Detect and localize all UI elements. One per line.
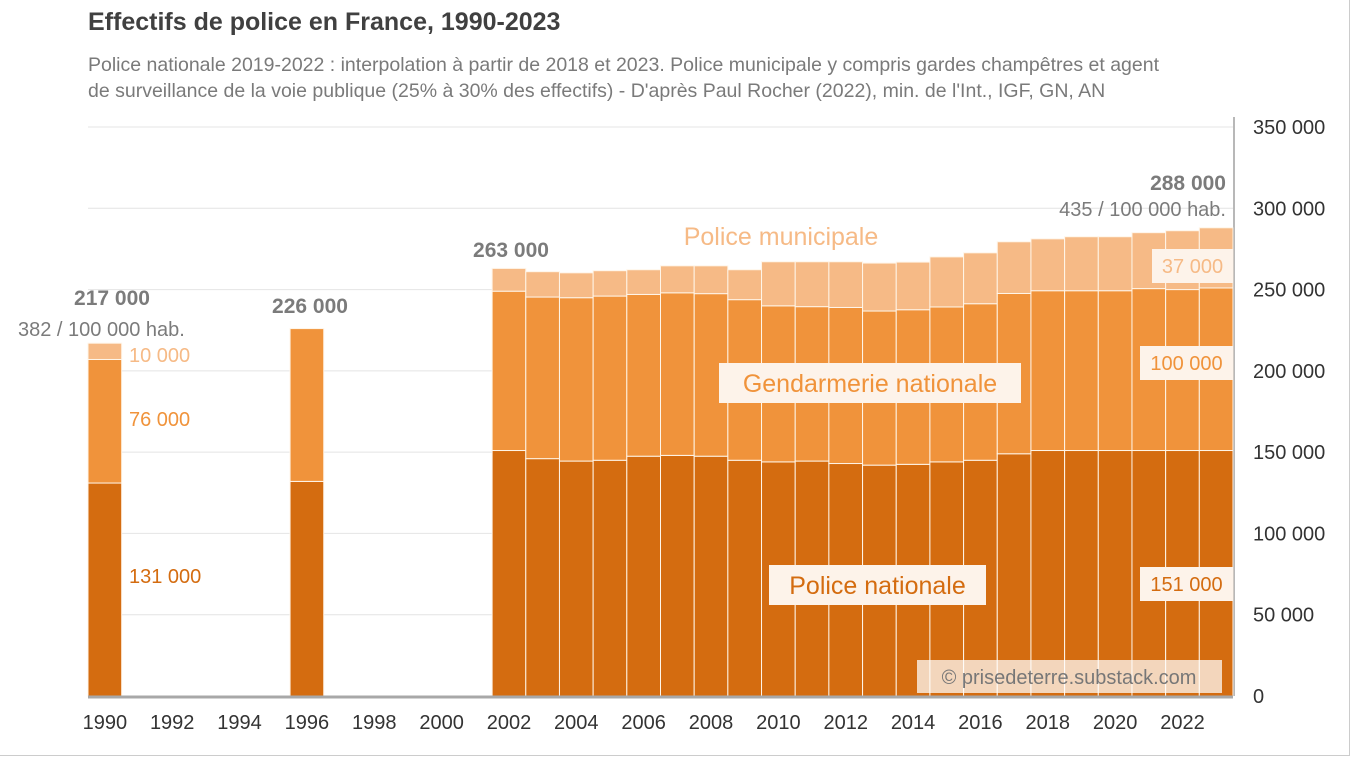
pm-value-1990: 10 000 xyxy=(129,345,190,367)
series-label-gendarmerie-nationale-bg xyxy=(719,363,1021,403)
bar-police-nationale xyxy=(87,482,123,697)
series-label-police-nationale-bg xyxy=(769,565,986,605)
x-tick-label: 1996 xyxy=(285,712,330,734)
bar-gendarmerie-nationale xyxy=(87,358,123,484)
series-label-police-nationale: Police nationale xyxy=(789,572,966,600)
bar-police-nationale xyxy=(660,454,695,697)
bar-police-municipale xyxy=(558,272,594,299)
bar-police-municipale xyxy=(626,269,662,295)
x-tick-label: 2014 xyxy=(891,712,936,734)
bar-police-nationale xyxy=(491,450,527,697)
x-tick-label: 2012 xyxy=(823,712,868,734)
bar-police-municipale xyxy=(963,252,998,305)
gn-value-2023: 100 000 xyxy=(1150,353,1222,375)
bar-gendarmerie-nationale xyxy=(1030,290,1066,452)
chart-subtitle: Police nationale 2019-2022 : interpolati… xyxy=(88,52,1348,104)
x-tick-label: 2008 xyxy=(689,712,734,734)
y-tick-label: 200 000 xyxy=(1253,361,1325,383)
bar-police-nationale xyxy=(626,455,662,697)
x-tick-label: 2004 xyxy=(554,712,599,734)
bar-police-municipale xyxy=(1097,236,1133,292)
y-tick-label: 250 000 xyxy=(1253,280,1325,302)
total-label-2002: 263 000 xyxy=(473,239,549,262)
bar-police-nationale xyxy=(558,460,594,697)
bar-gendarmerie-nationale xyxy=(558,297,594,462)
series-label-gendarmerie-nationale: Gendarmerie nationale xyxy=(743,370,997,398)
bar-police-municipale xyxy=(1064,236,1099,292)
total-label-2023: 288 000 xyxy=(1150,172,1226,195)
x-tick-label: 2000 xyxy=(419,712,464,734)
y-tick-label: 100 000 xyxy=(1253,523,1325,545)
x-tick-label: 1994 xyxy=(217,712,262,734)
x-tick-label: 2010 xyxy=(756,712,801,734)
bar-police-municipale xyxy=(727,269,763,301)
bar-gendarmerie-nationale xyxy=(525,296,560,460)
x-tick-label: 1992 xyxy=(150,712,195,734)
pn-value-2023: 151 000 xyxy=(1150,574,1222,596)
bar-police-municipale xyxy=(491,267,527,292)
bar-police-municipale xyxy=(660,265,695,294)
bar-police-municipale xyxy=(1030,238,1066,292)
pm-value-2023: 37 000 xyxy=(1162,256,1223,278)
bar-police-municipale xyxy=(996,241,1032,294)
x-tick-label: 1990 xyxy=(83,712,128,734)
x-tick-label: 2002 xyxy=(487,712,532,734)
bar-gendarmerie-nationale xyxy=(491,290,527,452)
y-tick-label: 150 000 xyxy=(1253,442,1325,464)
bar-police-municipale xyxy=(592,270,628,297)
bar-police-municipale xyxy=(794,261,830,308)
total-label-1990: 217 000 xyxy=(74,287,150,310)
pn-value-2023-bg xyxy=(1140,567,1233,601)
x-tick-label: 2022 xyxy=(1160,712,1205,734)
series-label-police-municipale: Police municipale xyxy=(684,223,879,251)
bar-police-nationale xyxy=(1030,450,1066,697)
pm-value-2023-bg xyxy=(1152,249,1233,283)
bar-gendarmerie-nationale xyxy=(626,293,662,457)
bar-police-nationale xyxy=(289,480,325,697)
x-tick-label: 2016 xyxy=(958,712,1003,734)
bar-police-municipale xyxy=(87,342,123,360)
chart-title: Effectifs de police en France, 1990-2023 xyxy=(88,8,561,36)
pn-value-1990: 131 000 xyxy=(129,566,201,588)
bar-police-nationale xyxy=(996,453,1032,697)
gn-value-1990: 76 000 xyxy=(129,409,190,431)
bar-gendarmerie-nationale xyxy=(1097,290,1133,452)
bar-police-municipale xyxy=(693,265,729,295)
bar-gendarmerie-nationale xyxy=(592,295,628,461)
bar-police-municipale xyxy=(525,271,560,298)
bar-police-nationale xyxy=(592,459,628,697)
bar-police-municipale xyxy=(929,256,965,308)
bar-police-nationale xyxy=(1097,450,1133,697)
bar-gendarmerie-nationale xyxy=(1064,290,1099,452)
bar-police-nationale xyxy=(1064,450,1099,697)
bar-gendarmerie-nationale xyxy=(289,328,325,482)
x-tick-label: 2020 xyxy=(1093,712,1138,734)
y-tick-label: 350 000 xyxy=(1253,117,1325,139)
bar-police-nationale xyxy=(727,459,763,697)
subtitle-line-2: de surveillance de la voie publique (25%… xyxy=(88,80,1106,102)
rate-label-1990: 382 / 100 000 hab. xyxy=(18,319,185,341)
y-tick-label: 300 000 xyxy=(1253,198,1325,220)
x-tick-label: 2006 xyxy=(621,712,666,734)
rate-label-2023: 435 / 100 000 hab. xyxy=(1059,199,1226,221)
y-tick-label: 50 000 xyxy=(1253,605,1314,627)
bar-gendarmerie-nationale xyxy=(660,292,695,456)
credit-watermark: © prisedeterre.substack.com xyxy=(942,667,1197,689)
x-tick-label: 2018 xyxy=(1026,712,1071,734)
x-tick-label: 1998 xyxy=(352,712,397,734)
bar-police-municipale xyxy=(828,261,864,308)
credit-bg xyxy=(917,660,1222,693)
total-label-1996: 226 000 xyxy=(272,295,348,318)
bar-police-municipale xyxy=(761,261,796,307)
bar-police-nationale xyxy=(693,455,729,697)
bar-police-municipale xyxy=(862,262,897,312)
bar-police-municipale xyxy=(895,261,931,311)
bar-police-nationale xyxy=(525,458,560,697)
subtitle-line-1: Police nationale 2019-2022 : interpolati… xyxy=(88,54,1159,76)
y-tick-label: 0 xyxy=(1253,686,1264,708)
gn-value-2023-bg xyxy=(1140,346,1233,380)
